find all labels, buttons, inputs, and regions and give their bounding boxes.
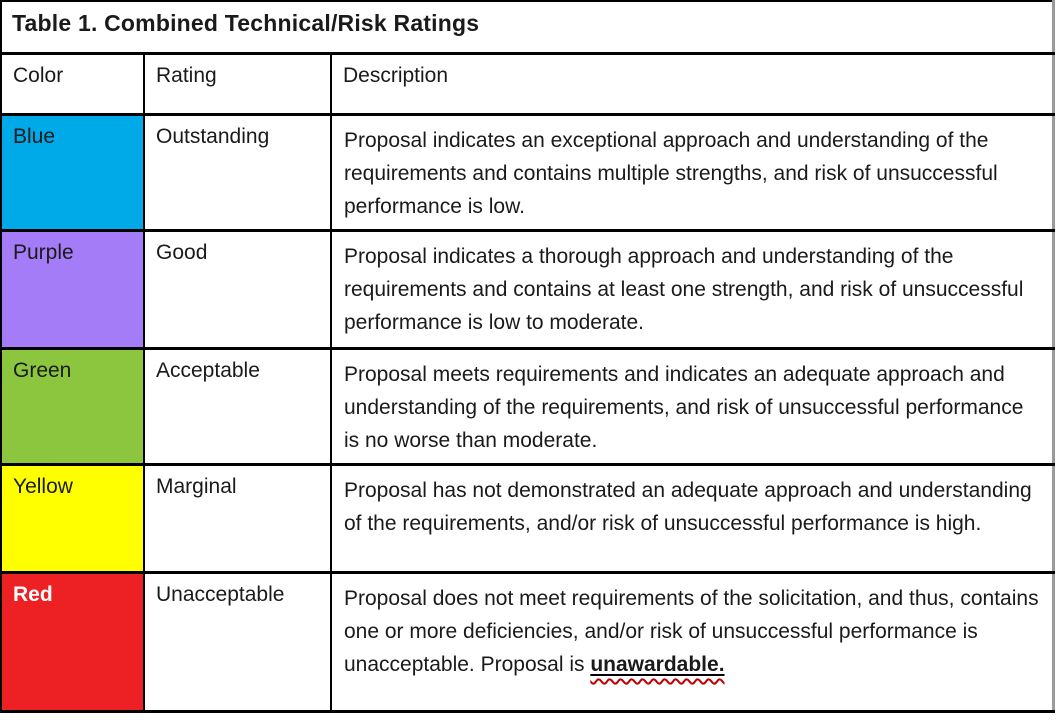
table-row-green: Green Acceptable Proposal meets requirem…: [0, 347, 1055, 466]
table-title: Table 1. Combined Technical/Risk Ratings: [12, 10, 480, 36]
table-row-purple: Purple Good Proposal indicates a thoroug…: [0, 229, 1055, 350]
color-name-label: Purple: [13, 241, 74, 264]
rating-label: Acceptable: [156, 359, 260, 382]
rating-label: Marginal: [156, 475, 237, 498]
rating-label: Unacceptable: [156, 583, 285, 606]
color-swatch-cell: Purple: [0, 229, 145, 350]
description-text: Proposal indicates a thorough approach a…: [344, 245, 1024, 334]
emphasized-term: unawardable.: [590, 653, 725, 676]
color-swatch-cell: Green: [0, 347, 145, 466]
color-swatch-cell: Yellow: [0, 463, 145, 574]
table-row-red: Red Unacceptable Proposal does not meet …: [0, 571, 1055, 713]
table-title-row: Table 1. Combined Technical/Risk Ratings: [0, 0, 1054, 55]
color-name-label: Yellow: [13, 475, 73, 498]
column-header-description: Description: [343, 64, 449, 87]
description-text: Proposal indicates an exceptional approa…: [344, 129, 998, 218]
column-header-rating: Rating: [156, 64, 217, 87]
table-row-yellow: Yellow Marginal Proposal has not demonst…: [0, 463, 1055, 574]
table-header-row: Color Rating Description: [0, 52, 1055, 116]
color-name-label: Red: [13, 583, 53, 606]
column-header-color: Color: [13, 64, 64, 87]
color-swatch-cell: Blue: [0, 113, 145, 232]
description-main: Proposal does not meet requirements of t…: [344, 587, 1039, 676]
description-text: Proposal does not meet requirements of t…: [332, 574, 1052, 687]
table-row-blue: Blue Outstanding Proposal indicates an e…: [0, 113, 1055, 232]
description-text: Proposal has not demonstrated an adequat…: [344, 479, 1032, 535]
rating-label: Good: [156, 241, 208, 264]
description-text: Proposal meets requirements and indicate…: [344, 363, 1024, 452]
color-swatch-cell: Red: [0, 571, 145, 713]
color-name-label: Blue: [13, 125, 56, 148]
rating-label: Outstanding: [156, 125, 270, 148]
color-name-label: Green: [13, 359, 72, 382]
